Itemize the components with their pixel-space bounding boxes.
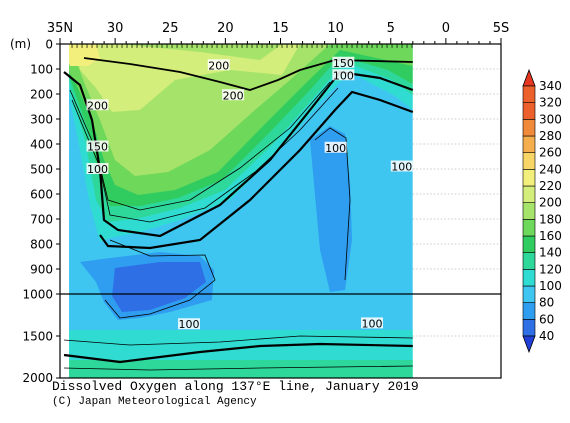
y-tick-label: 800 bbox=[30, 238, 53, 252]
colorbar-segment bbox=[522, 85, 536, 103]
contour-line bbox=[99, 90, 414, 250]
y-tick-label: 100 bbox=[30, 63, 53, 77]
colorbar-label: 80 bbox=[539, 296, 554, 310]
depth-unit-label: (m) bbox=[10, 37, 31, 51]
colorbar-segment bbox=[522, 285, 536, 303]
contour-label-bg bbox=[222, 89, 245, 101]
colorbar-label: 260 bbox=[539, 146, 562, 160]
chart-title: Dissolved Oxygen along 137°E line, Janua… bbox=[52, 379, 419, 394]
contour-label-bg bbox=[332, 56, 355, 68]
colorbar-label: 280 bbox=[539, 129, 562, 143]
colorbar-label: 200 bbox=[539, 196, 562, 210]
oxygen-zone-60 bbox=[112, 262, 206, 312]
contour-label: 100 bbox=[325, 142, 346, 155]
colorbar-label: 120 bbox=[539, 262, 562, 276]
colorbar-max-arrow bbox=[522, 68, 536, 87]
contour-label: 100 bbox=[87, 163, 108, 176]
y-tick-label: 600 bbox=[30, 188, 53, 202]
colorbar-segment bbox=[522, 152, 536, 170]
colorbar-label: 340 bbox=[539, 79, 562, 93]
contour-label-bg bbox=[332, 69, 355, 81]
x-tick-label: 15 bbox=[272, 21, 289, 36]
x-tick-label: 25 bbox=[162, 21, 179, 36]
no-data-region bbox=[412, 44, 501, 378]
colorbar-segment bbox=[522, 119, 536, 137]
contour-line bbox=[314, 127, 351, 281]
contour-label: 200 bbox=[208, 59, 229, 72]
contour-label: 100 bbox=[333, 69, 354, 82]
colorbar-min-arrow bbox=[522, 335, 536, 354]
contour-label-bg bbox=[207, 59, 230, 71]
oxygen-zone-220 bbox=[75, 44, 300, 112]
colorbar-label: 160 bbox=[539, 229, 562, 243]
contour-label: 200 bbox=[87, 99, 108, 112]
oxygen-zone-80-east bbox=[310, 126, 352, 292]
contour-label: 150 bbox=[87, 141, 108, 154]
oxygen-zone-240 bbox=[62, 44, 100, 66]
contour-label-bg bbox=[86, 163, 109, 174]
colorbar-segment bbox=[522, 252, 536, 270]
contour-label-bg bbox=[86, 99, 109, 111]
contour-line bbox=[63, 335, 413, 346]
contour-line bbox=[83, 57, 413, 91]
colorbar-label: 300 bbox=[539, 112, 562, 126]
x-tick-label: 20 bbox=[217, 21, 234, 36]
x-tick-label: 30 bbox=[107, 21, 124, 36]
contour-line bbox=[63, 365, 413, 371]
contour-line bbox=[104, 239, 216, 319]
x-tick-label: 10 bbox=[327, 21, 344, 36]
oxygen-zone-140-deep bbox=[69, 360, 413, 378]
contour-label: 100 bbox=[391, 161, 412, 174]
contour-label: 100 bbox=[362, 317, 383, 330]
y-tick-label: 900 bbox=[30, 263, 53, 277]
contour-label: 150 bbox=[333, 57, 354, 70]
contour-line bbox=[69, 81, 331, 211]
y-tick-label: 1000 bbox=[22, 288, 53, 302]
y-tick-label: 0 bbox=[45, 38, 53, 52]
chart-credit: (C) Japan Meteorological Agency bbox=[52, 396, 257, 408]
contour-label: 100 bbox=[178, 318, 199, 331]
colorbar-label: 40 bbox=[539, 329, 554, 343]
y-tick-label: 500 bbox=[30, 163, 53, 177]
colorbar-label: 220 bbox=[539, 179, 562, 193]
y-tick-label: 700 bbox=[30, 213, 53, 227]
colorbar-label: 320 bbox=[539, 96, 562, 110]
x-tick-label: 5 bbox=[387, 21, 395, 36]
colorbar-segment bbox=[522, 235, 536, 253]
colorbar-segment bbox=[522, 219, 536, 237]
y-tick-label: 1500 bbox=[22, 330, 53, 344]
colorbar-segment bbox=[522, 185, 536, 203]
x-tick-label: 0 bbox=[442, 21, 450, 36]
y-tick-label: 300 bbox=[30, 113, 53, 127]
y-tick-label: 400 bbox=[30, 138, 53, 152]
colorbar-label: 140 bbox=[539, 246, 562, 260]
contour-label: 200 bbox=[223, 89, 244, 102]
no-data-region-north bbox=[60, 44, 70, 378]
colorbar-segment bbox=[522, 302, 536, 320]
x-tick-label: 5S bbox=[493, 21, 510, 36]
contour-label-bg bbox=[361, 317, 384, 329]
contour-label-bg bbox=[86, 140, 109, 152]
colorbar-label: 60 bbox=[539, 312, 554, 326]
x-tick-label: 35N bbox=[47, 21, 73, 36]
colorbar-segment bbox=[522, 102, 536, 120]
contour-label-bg bbox=[177, 318, 200, 330]
contour-label-bg bbox=[324, 141, 347, 153]
contour-line bbox=[63, 342, 413, 364]
contour-label-bg bbox=[390, 160, 413, 172]
colorbar-segment bbox=[522, 269, 536, 287]
colorbar-label: 180 bbox=[539, 212, 562, 226]
y-tick-label: 200 bbox=[30, 88, 53, 102]
colorbar-label: 100 bbox=[539, 279, 562, 293]
colorbar-segment bbox=[522, 202, 536, 220]
y-tick-label: 2000 bbox=[22, 371, 53, 385]
colorbar-segment bbox=[522, 169, 536, 187]
colorbar-segment bbox=[522, 319, 536, 337]
colorbar-label: 240 bbox=[539, 162, 562, 176]
colorbar-segment bbox=[522, 135, 536, 153]
